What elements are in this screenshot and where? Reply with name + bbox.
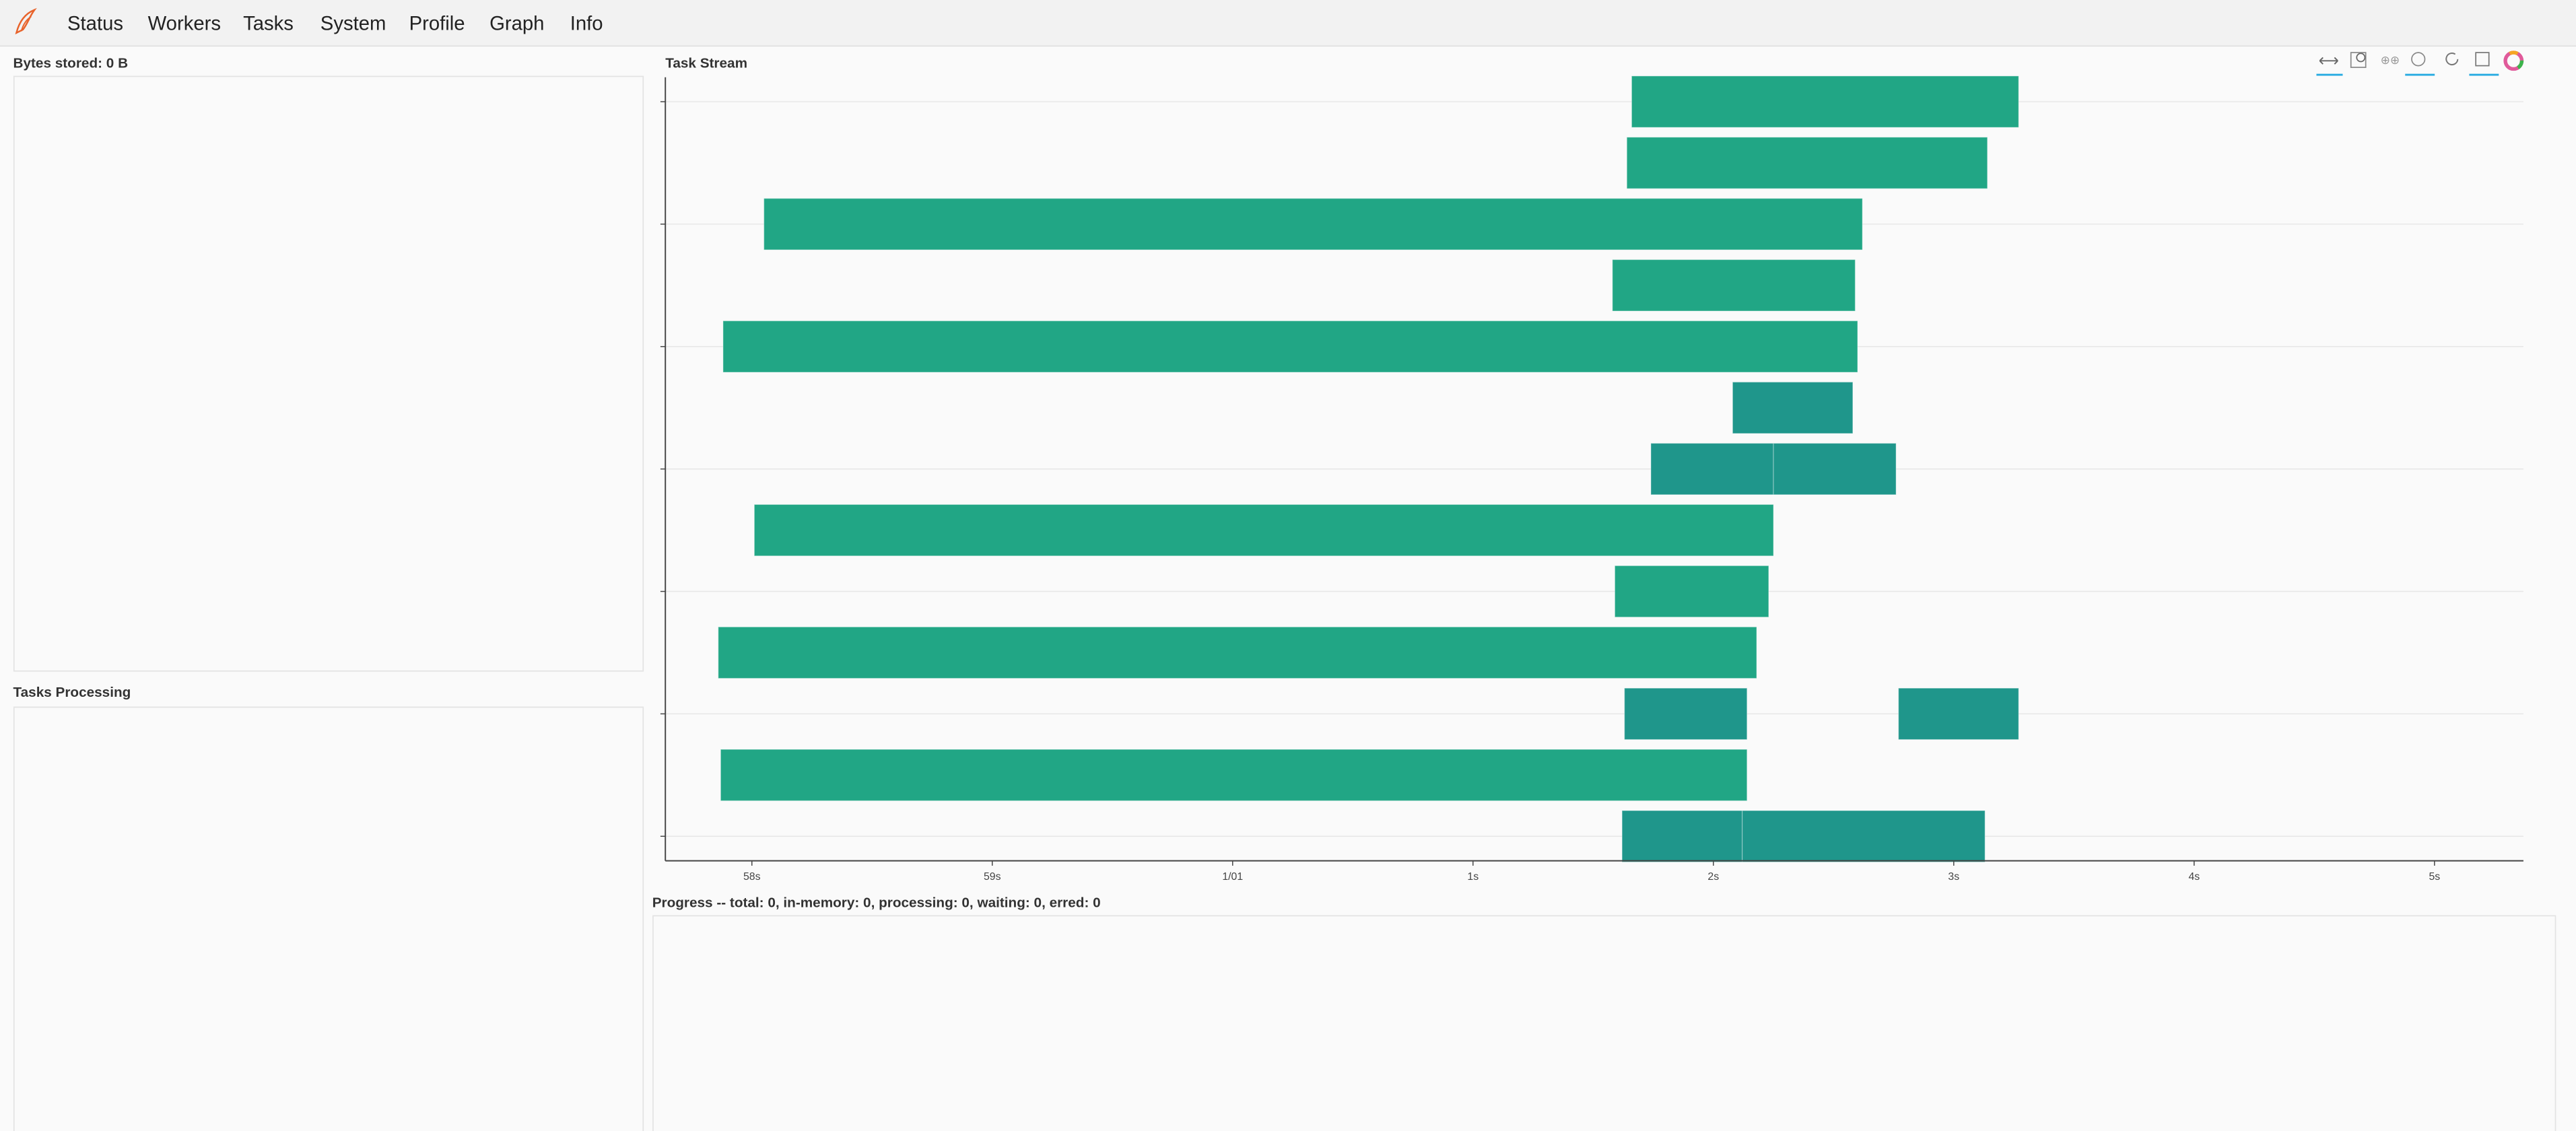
nav-item[interactable]: Info <box>570 12 603 34</box>
task-bar[interactable] <box>1621 810 1743 863</box>
panel <box>13 706 644 1131</box>
reset-tool[interactable] <box>2445 53 2459 65</box>
logo-flame-inner <box>20 15 32 32</box>
icon <box>2356 53 2366 63</box>
icon <box>2350 52 2367 68</box>
task-stream-plot: 58s 59s 1/01 1s 2s 3s 4s 5s <box>660 75 2523 883</box>
task-bar[interactable] <box>1650 442 1774 495</box>
wheel-zoom-x-tool[interactable] <box>2405 52 2435 76</box>
x-tick-label: 58s <box>743 871 761 883</box>
task-bar[interactable] <box>1773 442 1897 495</box>
nav-item[interactable]: Profile <box>409 12 465 34</box>
task-bar[interactable] <box>718 626 1757 679</box>
nav-item[interactable]: Graph <box>489 12 544 34</box>
nav-items: Status Workers Tasks System Profile Graph Info <box>67 12 603 34</box>
x-tick-label: 3s <box>1948 871 1959 883</box>
icon <box>2475 52 2490 67</box>
panel-title: Bytes stored: 0 B <box>13 56 129 71</box>
panel <box>652 915 2556 1131</box>
bokeh-logo[interactable] <box>2503 50 2524 71</box>
icon <box>2503 50 2524 71</box>
task-bar[interactable] <box>753 504 1774 557</box>
task-bar[interactable] <box>720 749 1748 802</box>
icon <box>2319 57 2338 65</box>
x-tick-label: 5s <box>2429 871 2440 883</box>
chart-title: Task Stream <box>665 56 747 71</box>
nav-item[interactable]: Workers <box>148 12 221 34</box>
wheel-zoom-tool[interactable]: ⊕⊕ <box>2381 54 2400 67</box>
x-tick-label: 4s <box>2188 871 2200 883</box>
x-tick-label: 2s <box>1707 871 1719 883</box>
task-bar[interactable] <box>1732 381 1854 434</box>
x-tick-label: 1s <box>1467 871 1479 883</box>
hover-tool[interactable] <box>2469 52 2499 76</box>
x-tick-label: 1/01 <box>1222 871 1243 883</box>
icon <box>2503 50 2524 71</box>
nav-item[interactable]: Status <box>67 12 123 34</box>
logo-flame <box>15 7 37 35</box>
x-tick-label: 59s <box>984 871 1001 883</box>
nav-item[interactable]: System <box>320 12 386 34</box>
nav-item[interactable]: Tasks <box>243 12 294 34</box>
logo[interactable] <box>15 7 37 35</box>
panel-title: Tasks Processing <box>13 685 131 700</box>
nav-bar <box>0 0 2576 46</box>
icon: ⊕⊕ <box>2381 54 2400 67</box>
task-bar[interactable] <box>1626 137 1988 189</box>
task-bar[interactable] <box>1631 75 2019 128</box>
task-bar[interactable] <box>763 198 1863 250</box>
panel <box>13 75 644 672</box>
task-bar[interactable] <box>1742 810 1986 863</box>
pan-tool[interactable] <box>2316 57 2343 76</box>
task-bar[interactable] <box>1614 565 1769 618</box>
task-bar[interactable] <box>1898 687 2019 741</box>
box-zoom-tool[interactable] <box>2350 52 2367 68</box>
icon <box>2445 53 2459 65</box>
task-bar[interactable] <box>1612 259 1856 312</box>
task-bar[interactable] <box>722 320 1858 373</box>
icon <box>2411 52 2426 67</box>
task-bar[interactable] <box>1624 687 1748 741</box>
toolbar: ⊕⊕ <box>2316 50 2524 76</box>
panel-title: Progress -- total: 0, in-memory: 0, proc… <box>652 895 1101 911</box>
